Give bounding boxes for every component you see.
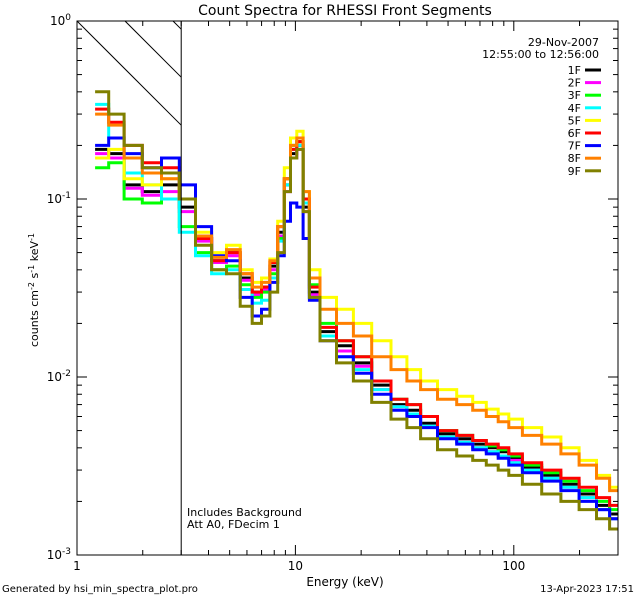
y-tick-label: 10-1 (47, 191, 71, 206)
chart-title: Count Spectra for RHESSI Front Segments (198, 3, 492, 19)
legend-label-7f: 7F (568, 140, 581, 153)
series-line-9f (95, 90, 618, 531)
series-line-3f (95, 140, 618, 512)
series-lines (95, 90, 618, 531)
x-tick-label: 1 (73, 559, 81, 573)
hatch-line (76, 20, 182, 126)
x-tick-label: 10 (288, 559, 303, 573)
hatch-line (124, 20, 182, 78)
legend-label-4f: 4F (568, 102, 581, 115)
legend-label-6f: 6F (568, 127, 581, 140)
legend-label-8f: 8F (568, 152, 581, 165)
series-line-6f (95, 107, 618, 507)
x-tick-label: 100 (502, 559, 525, 573)
legend-label-3f: 3F (568, 89, 581, 102)
x-axis-label: Energy (keV) (306, 575, 383, 589)
excluded-energy-hatch (76, 20, 182, 126)
plot-frame (76, 20, 619, 556)
y-tick-label: 10-3 (47, 547, 71, 562)
legend-label-5f: 5F (568, 114, 581, 127)
attenuator-note: Att A0, FDecim 1 (187, 518, 280, 531)
generator-credit: Generated by hsi_min_spectra_plot.pro (2, 584, 198, 595)
series-line-1f (95, 143, 618, 516)
observation-time-range: 12:55:00 to 12:56:00 (482, 48, 599, 61)
y-tick-label: 10-2 (47, 369, 71, 384)
y-tick-label: 100 (50, 13, 71, 28)
axis-ticks: 1 10 100 10-3 10-2 10-1 100 (47, 13, 619, 573)
observation-date: 29-Nov-2007 (528, 36, 599, 49)
y-axis-label: counts cm-2 s-1 keV-1 (27, 233, 41, 347)
legend-label-2f: 2F (568, 77, 581, 90)
series-line-8f (95, 112, 618, 493)
generation-timestamp: 13-Apr-2023 17:51 (540, 584, 634, 595)
legend-label-9f: 9F (568, 165, 581, 178)
background-note: Includes Background (187, 506, 302, 519)
hatch-line (172, 20, 182, 30)
legend-label-1f: 1F (568, 64, 581, 77)
